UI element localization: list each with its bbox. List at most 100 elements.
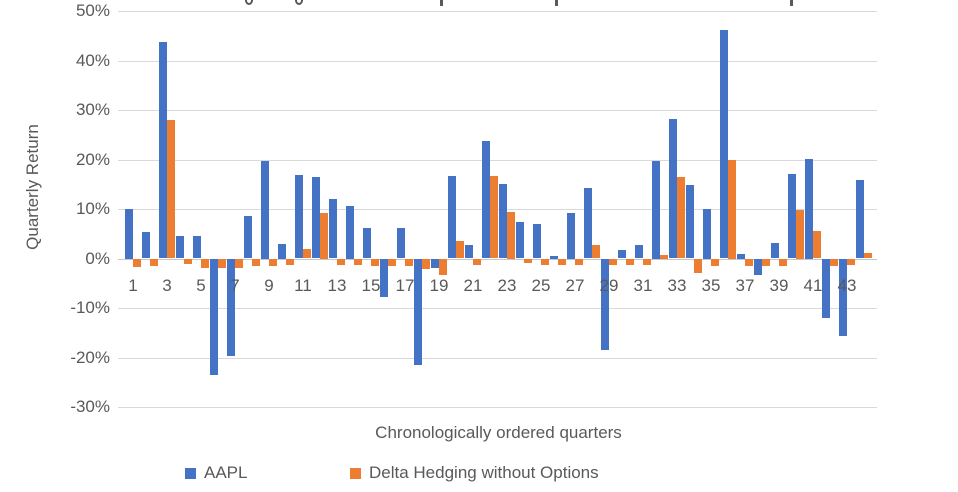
- bar-delta-hedging-q1: [133, 259, 141, 268]
- bar-aapl-q18: [414, 259, 422, 366]
- bar-aapl-q4: [176, 236, 184, 259]
- x-tick-label-9: 9: [264, 276, 274, 295]
- bar-delta-hedging-q16: [388, 259, 396, 267]
- bar-aapl-q22: [482, 140, 490, 259]
- bar-delta-hedging-q33: [677, 176, 685, 259]
- x-tick-label-23: 23: [497, 276, 517, 295]
- bar-aapl-q38: [754, 259, 762, 275]
- bar-aapl-q13: [329, 198, 337, 259]
- bar-aapl-q11: [295, 175, 303, 259]
- x-tick-label-11: 11: [294, 276, 312, 295]
- gridline--30%: [118, 407, 877, 408]
- legend-label-aapl: AAPL: [204, 463, 248, 482]
- gridline-50%: [118, 11, 877, 12]
- bar-delta-hedging-q37: [745, 259, 753, 266]
- bar-delta-hedging-q24: [524, 259, 532, 263]
- y-tick-label--30%: -30%: [70, 397, 110, 416]
- y-tick-label-50%: 50%: [75, 1, 110, 20]
- bar-aapl-q44: [856, 179, 864, 259]
- y-tick-label-20%: 20%: [75, 149, 110, 169]
- bar-aapl-q29: [601, 259, 609, 350]
- bar-delta-hedging-q15: [371, 259, 379, 267]
- y-tick-label--10%: -10%: [70, 298, 110, 317]
- gridline-40%: [118, 60, 877, 62]
- x-tick-label-33: 33: [667, 276, 687, 295]
- x-tick-label-41: 41: [803, 276, 823, 295]
- x-tick-label-7: 7: [230, 276, 240, 295]
- bar-delta-hedging-q3: [167, 119, 175, 259]
- bar-aapl-q21: [465, 245, 473, 259]
- x-tick-label-31: 31: [633, 276, 653, 295]
- bar-aapl-q8: [244, 216, 252, 259]
- bar-aapl-q26: [550, 256, 558, 259]
- bar-delta-hedging-q44: [864, 252, 872, 259]
- bar-aapl-q42: [822, 259, 830, 318]
- x-tick-label-37: 37: [735, 276, 755, 295]
- bar-delta-hedging-q11: [303, 248, 311, 259]
- gridline--10%: [118, 308, 877, 309]
- bar-delta-hedging-q12: [320, 212, 328, 259]
- bar-aapl-q43: [839, 259, 847, 336]
- title-descender-fragment-p-4: [790, 0, 793, 6]
- bar-aapl-q32: [652, 161, 660, 259]
- x-tick-label-39: 39: [769, 276, 789, 295]
- bar-delta-hedging-q18: [422, 259, 430, 269]
- bar-delta-hedging-q14: [354, 259, 362, 266]
- bar-aapl-q30: [618, 249, 626, 259]
- gridline-20%: [118, 159, 877, 161]
- bar-aapl-q33: [669, 118, 677, 259]
- legend-swatch-aapl: [185, 467, 196, 479]
- bar-aapl-q14: [346, 205, 354, 259]
- bar-delta-hedging-q32: [660, 255, 668, 259]
- y-tick-label-0%: 0%: [85, 248, 110, 268]
- bar-delta-hedging-q25: [541, 259, 549, 265]
- bar-aapl-q40: [788, 173, 796, 259]
- y-tick-label-10%: 10%: [75, 199, 110, 218]
- x-tick-label-13: 13: [327, 276, 347, 295]
- bar-aapl-q2: [142, 231, 150, 259]
- bar-delta-hedging-q23: [507, 212, 515, 259]
- bar-delta-hedging-q34: [694, 259, 702, 273]
- x-tick-label-17: 17: [395, 276, 415, 295]
- y-tick-label-40%: 40%: [75, 50, 110, 70]
- bar-delta-hedging-q40: [796, 209, 804, 259]
- bar-delta-hedging-q17: [405, 259, 413, 267]
- bar-delta-hedging-q26: [558, 259, 566, 265]
- bar-delta-hedging-q9: [269, 259, 277, 267]
- bar-aapl-q36: [720, 29, 728, 259]
- bar-aapl-q12: [312, 176, 320, 259]
- bar-delta-hedging-q38: [762, 259, 770, 266]
- bar-delta-hedging-q39: [779, 259, 787, 266]
- bar-delta-hedging-q36: [728, 160, 736, 259]
- bar-delta-hedging-q28: [592, 245, 600, 259]
- bar-delta-hedging-q22: [490, 175, 498, 259]
- legend-item-delta-hedging: Delta Hedging without Options: [350, 463, 599, 483]
- x-tick-label-35: 35: [701, 276, 721, 295]
- bar-delta-hedging-q27: [575, 259, 583, 265]
- x-tick-label-19: 19: [429, 276, 449, 295]
- y-tick-label-30%: 30%: [75, 100, 110, 119]
- bar-aapl-q16: [380, 259, 388, 297]
- bar-aapl-q19: [431, 259, 439, 269]
- title-descender-fragment-g-1: [295, 0, 303, 5]
- x-tick-label-1: 1: [128, 276, 138, 295]
- x-tick-label-5: 5: [196, 276, 206, 295]
- bar-delta-hedging-q5: [201, 259, 209, 269]
- bar-delta-hedging-q7: [235, 259, 243, 269]
- bar-delta-hedging-q20: [456, 241, 464, 259]
- bar-aapl-q9: [261, 160, 269, 259]
- bar-aapl-q27: [567, 213, 575, 259]
- bar-aapl-q41: [805, 158, 813, 259]
- title-descender-fragment-p-2: [440, 0, 443, 6]
- bar-delta-hedging-q29: [609, 259, 617, 265]
- y-axis-title: Quarterly Return: [23, 124, 42, 250]
- bar-delta-hedging-q35: [711, 259, 719, 267]
- bar-aapl-q7: [227, 259, 235, 356]
- x-tick-label-25: 25: [531, 276, 551, 295]
- bar-delta-hedging-q42: [830, 259, 838, 266]
- bar-aapl-q10: [278, 243, 286, 259]
- x-tick-label-15: 15: [361, 276, 381, 295]
- legend-label-delta-hedging: Delta Hedging without Options: [369, 463, 599, 482]
- bar-aapl-q15: [363, 228, 371, 259]
